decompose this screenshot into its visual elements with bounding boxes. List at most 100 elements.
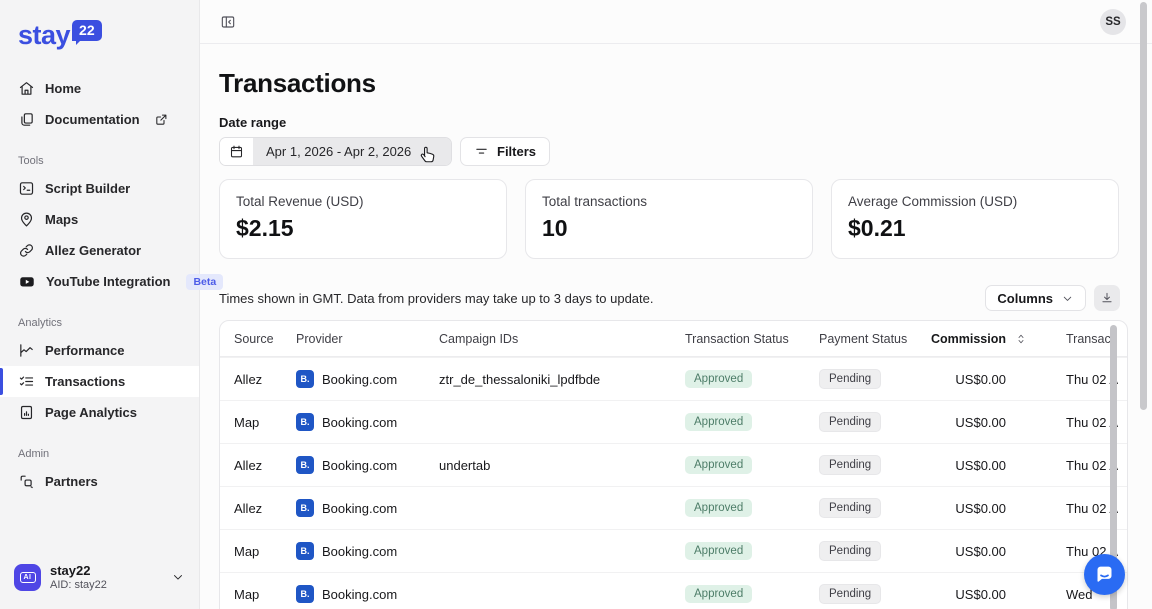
table-row[interactable]: Map B. Booking.com Approved Pending US$0.… xyxy=(220,400,1127,443)
status-badge: Pending xyxy=(819,455,882,475)
columns-label: Columns xyxy=(997,290,1053,306)
column-header-source[interactable]: Source xyxy=(234,331,274,346)
sidebar-item-label: Script Builder xyxy=(45,181,131,196)
home-icon xyxy=(19,82,34,95)
cell-payment-status: Pending xyxy=(819,498,939,518)
stat-value: $0.21 xyxy=(848,215,906,241)
sidebar-item-allez-generator[interactable]: Allez Generator xyxy=(0,235,199,266)
sidebar-item-maps[interactable]: Maps xyxy=(0,204,199,235)
cell-payment-status: Pending xyxy=(819,541,939,561)
ai-chip-label: AI xyxy=(19,571,36,583)
table-row[interactable]: Allez B. Booking.com undertab Approved Pe… xyxy=(220,443,1127,486)
booking-icon: B. xyxy=(296,370,314,388)
collapse-panel-icon xyxy=(221,15,235,28)
cell-commission: US$0.00 xyxy=(955,414,1006,430)
sidebar-item-label: Performance xyxy=(45,343,125,358)
status-badge: Pending xyxy=(819,584,882,604)
sidebar-item-transactions[interactable]: Transactions xyxy=(0,366,199,397)
column-header-provider[interactable]: Provider xyxy=(296,331,343,346)
sidebar-item-performance[interactable]: Performance xyxy=(0,335,199,366)
columns-button[interactable]: Columns xyxy=(985,285,1086,311)
cell-commission: US$0.00 xyxy=(955,371,1006,387)
sidebar-item-partners[interactable]: Partners xyxy=(0,466,199,497)
table-row[interactable]: Map B. Booking.com Approved Pending US$0.… xyxy=(220,529,1127,572)
page-scrollbar[interactable] xyxy=(1140,2,1147,410)
stat-card-total-transactions: Total transactions 10 xyxy=(525,179,813,259)
sidebar-item-label: Allez Generator xyxy=(45,243,142,258)
status-badge: Approved xyxy=(685,456,753,474)
date-range-picker[interactable]: Apr 1, 2026 - Apr 2, 2026 xyxy=(219,137,452,166)
stay22-logo[interactable]: stay 22 xyxy=(18,20,199,49)
booking-icon: B. xyxy=(296,499,314,517)
cell-campaign-id: undertab xyxy=(439,457,491,473)
table-row[interactable]: Map B. Booking.com Approved Pending US$0.… xyxy=(220,572,1127,609)
filter-toolbar: Apr 1, 2026 - Apr 2, 2026 Filters xyxy=(219,137,1152,166)
filters-label: Filters xyxy=(497,144,537,159)
sidebar-item-home[interactable]: Home xyxy=(0,73,199,104)
date-range-value[interactable]: Apr 1, 2026 - Apr 2, 2026 xyxy=(253,138,451,165)
account-switcher[interactable]: AI stay22 AID: stay22 xyxy=(0,557,199,597)
cell-transaction-status: Approved xyxy=(685,456,819,474)
account-meta: stay22 AID: stay22 xyxy=(50,563,107,591)
table-scrollbar[interactable] xyxy=(1110,325,1117,609)
user-avatar[interactable]: SS xyxy=(1100,8,1126,35)
download-icon xyxy=(1102,292,1112,303)
chevron-down-icon xyxy=(1063,296,1072,301)
transactions-page: Transactions Date range Apr 1, 2026 - Ap… xyxy=(200,44,1152,609)
stat-card-average-commission: Average Commission (USD) $0.21 xyxy=(831,179,1119,259)
column-header-transaction-date[interactable]: Transact xyxy=(1066,331,1115,346)
calendar-button[interactable] xyxy=(220,138,253,165)
sidebar-item-page-analytics[interactable]: Page Analytics xyxy=(0,397,199,428)
sidebar-nav-top: Home Documentation xyxy=(0,73,199,135)
column-header-payment-status[interactable]: Payment Status xyxy=(819,331,908,346)
cell-transaction-date: Wed xyxy=(1066,586,1093,602)
gmt-note: Times shown in GMT. Data from providers … xyxy=(219,290,654,306)
cell-commission: US$0.00 xyxy=(955,586,1006,602)
column-header-commission[interactable]: Commission xyxy=(930,331,1006,346)
stat-value: $2.15 xyxy=(236,215,294,241)
cell-transaction-date: Thu 02 A xyxy=(1066,457,1119,473)
logo-badge: 22 xyxy=(72,20,102,45)
section-label-tools: Tools xyxy=(18,155,44,167)
table-row[interactable]: Allez B. Booking.com ztr_de_thessaloniki_… xyxy=(220,357,1127,400)
section-label-analytics: Analytics xyxy=(18,317,63,329)
sidebar-item-documentation[interactable]: Documentation xyxy=(0,104,199,135)
cell-transaction-status: Approved xyxy=(685,542,819,560)
cell-commission: US$0.00 xyxy=(955,500,1006,516)
cell-transaction-status: Approved xyxy=(685,585,819,603)
booking-icon: B. xyxy=(296,542,314,560)
table-actions: Columns xyxy=(985,285,1120,311)
cell-provider: B. Booking.com xyxy=(296,456,439,474)
download-button[interactable] xyxy=(1094,285,1120,311)
cell-transaction-status: Approved xyxy=(685,413,819,431)
sidebar-collapse-button[interactable] xyxy=(218,12,238,32)
column-header-transaction-status[interactable]: Transaction Status xyxy=(685,331,789,346)
maps-icon xyxy=(20,212,33,227)
topbar: SS xyxy=(200,0,1152,44)
account-badge-icon: AI xyxy=(14,563,41,591)
column-header-campaign-ids[interactable]: Campaign IDs xyxy=(439,331,519,346)
transactions-table: Source Provider Campaign IDs Transaction… xyxy=(219,320,1128,609)
cell-payment-status: Pending xyxy=(819,412,939,432)
sort-icon xyxy=(1018,334,1024,343)
sidebar-item-youtube-integration[interactable]: YouTube Integration Beta xyxy=(0,266,224,297)
cell-source: Allez xyxy=(234,371,263,387)
cell-source: Allez xyxy=(234,457,263,473)
chat-launcher-button[interactable] xyxy=(1084,554,1125,595)
stat-card-total-revenue: Total Revenue (USD) $2.15 xyxy=(219,179,507,259)
filter-icon xyxy=(476,148,487,154)
cell-source: Map xyxy=(234,414,260,430)
sort-toggle[interactable] xyxy=(1006,333,1066,345)
chevron-down-icon xyxy=(174,575,182,580)
transactions-icon xyxy=(19,376,34,386)
sidebar-item-script-builder[interactable]: Script Builder xyxy=(0,173,199,204)
provider-name: Booking.com xyxy=(322,543,398,559)
cell-provider: B. Booking.com xyxy=(296,499,439,517)
status-badge: Approved xyxy=(685,499,753,517)
filters-button[interactable]: Filters xyxy=(460,137,551,166)
table-row[interactable]: Allez B. Booking.com Approved Pending US$… xyxy=(220,486,1127,529)
sidebar: stay 22 Home Documentation Tools Script … xyxy=(0,0,224,609)
section-label-admin: Admin xyxy=(18,448,50,460)
provider-name: Booking.com xyxy=(322,586,398,602)
date-range-label: Date range xyxy=(219,115,287,130)
